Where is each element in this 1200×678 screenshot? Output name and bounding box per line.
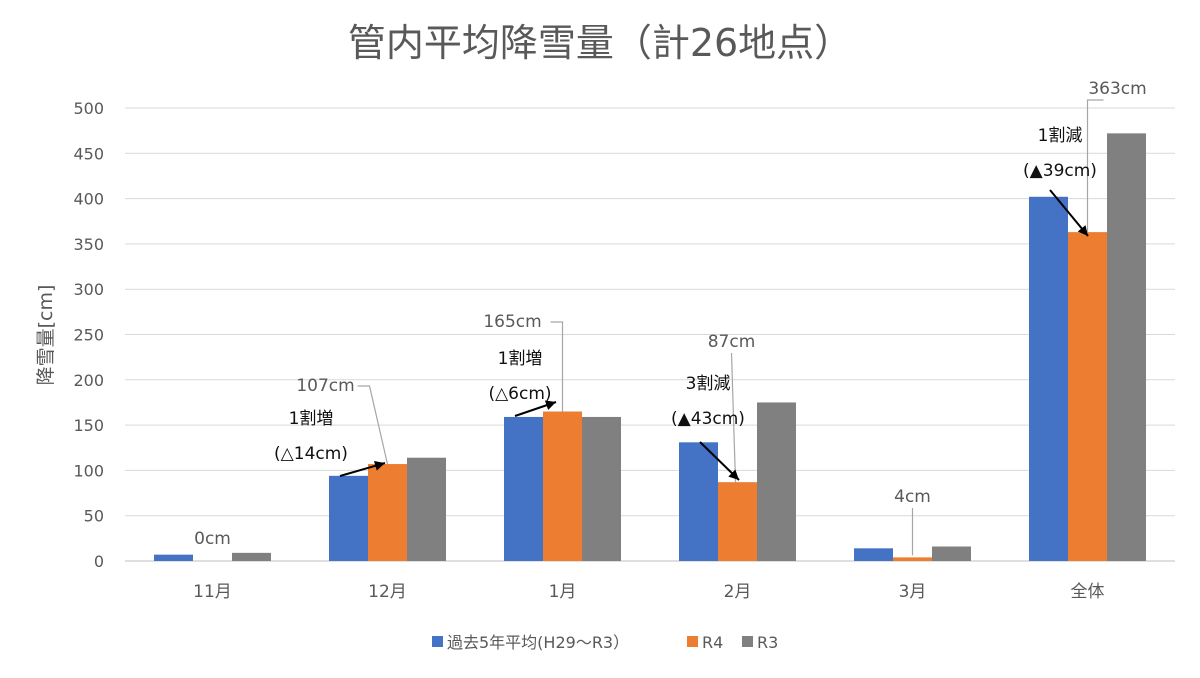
bar-過去5年平均(H29～R3）-全体	[1029, 196, 1068, 561]
y-tick-label: 0	[94, 552, 104, 571]
x-tick-label: 全体	[1071, 582, 1105, 602]
annotation-arrowhead	[728, 469, 739, 480]
data-label: 107cm	[296, 376, 354, 396]
bar-R4-1月	[543, 411, 582, 561]
y-tick-label: 50	[84, 507, 104, 526]
bar-R3-1月	[582, 416, 621, 561]
annotation-arrowhead	[544, 400, 556, 410]
bar-R4-全体	[1068, 232, 1107, 561]
bar-過去5年平均(H29～R3）-2月	[679, 442, 718, 561]
legend-swatch	[432, 636, 443, 647]
legend-swatch	[687, 636, 698, 647]
annotation-line: 3割減	[686, 374, 731, 394]
data-label-leader	[550, 321, 564, 412]
bar-R4-2月	[718, 482, 757, 561]
annotation-line: (▲43cm)	[671, 409, 745, 429]
data-label: 363cm	[1088, 79, 1146, 99]
bar-過去5年平均(H29～R3）-12月	[329, 475, 368, 561]
bar-過去5年平均(H29～R3）-11月	[154, 554, 193, 561]
labels-layer: 11月 12月 1月 2月 3月 全体 0cm 107cm 165cm 87cm 4cm 363cm 1…	[193, 79, 1147, 602]
y-tick-label: 200	[73, 371, 104, 390]
legend-label: 過去5年平均(H29～R3）	[447, 633, 629, 652]
y-tick-label: 100	[73, 461, 104, 480]
bar-R3-全体	[1107, 133, 1146, 562]
data-label: 87cm	[708, 332, 756, 352]
data-label: 4cm	[894, 487, 931, 507]
annotation-line: 1割増	[498, 349, 543, 369]
x-tick-label: 3月	[899, 582, 927, 602]
data-label: 165cm	[483, 312, 541, 332]
data-label-leader	[1086, 99, 1104, 233]
bars-layer	[154, 133, 1146, 562]
annotation-arrowhead	[374, 460, 385, 471]
bar-R3-11月	[232, 552, 271, 561]
annotation-line: 1割減	[1038, 126, 1083, 146]
y-tick-label: 150	[73, 416, 104, 435]
bar-R3-12月	[407, 457, 446, 561]
legend-label: R4	[702, 633, 723, 652]
y-tick-label: 400	[73, 190, 104, 209]
data-label-leader	[357, 385, 389, 465]
bar-過去5年平均(H29～R3）-3月	[854, 548, 893, 561]
annotation-line: (▲39cm)	[1023, 161, 1097, 181]
chart-title: 管内平均降雪量（計26地点）	[348, 21, 852, 65]
x-tick-label: 11月	[193, 582, 232, 602]
x-tick-label: 1月	[549, 582, 577, 602]
bar-R3-2月	[757, 402, 796, 561]
bar-R4-3月	[893, 557, 932, 561]
y-tick-label: 450	[73, 144, 104, 163]
y-tick-label: 500	[73, 99, 104, 118]
annotation-line: (△14cm)	[274, 444, 348, 464]
legend: 過去5年平均(H29～R3） R4 R3	[432, 633, 778, 652]
y-tick-label: 350	[73, 235, 104, 254]
data-label-leader	[730, 352, 737, 483]
legend-swatch	[742, 636, 753, 647]
data-label: 0cm	[194, 529, 231, 549]
bar-R4-12月	[368, 464, 407, 561]
annotation-line: 1割増	[289, 409, 334, 429]
legend-label: R3	[757, 633, 778, 652]
y-tick-label: 250	[73, 326, 104, 345]
annotation-line: (△6cm)	[488, 384, 551, 404]
annotation-arrowhead	[1077, 225, 1088, 236]
x-tick-label: 12月	[368, 582, 407, 602]
bar-R3-3月	[932, 546, 971, 561]
y-tick-label: 300	[73, 280, 104, 299]
y-axis-label: 降雪量[cm]	[35, 285, 57, 386]
x-tick-label: 2月	[724, 582, 752, 602]
grid-layer: 0 50 100 150 200 250 300 350 400 450 500	[73, 99, 1175, 571]
bar-過去5年平均(H29～R3）-1月	[504, 416, 543, 561]
